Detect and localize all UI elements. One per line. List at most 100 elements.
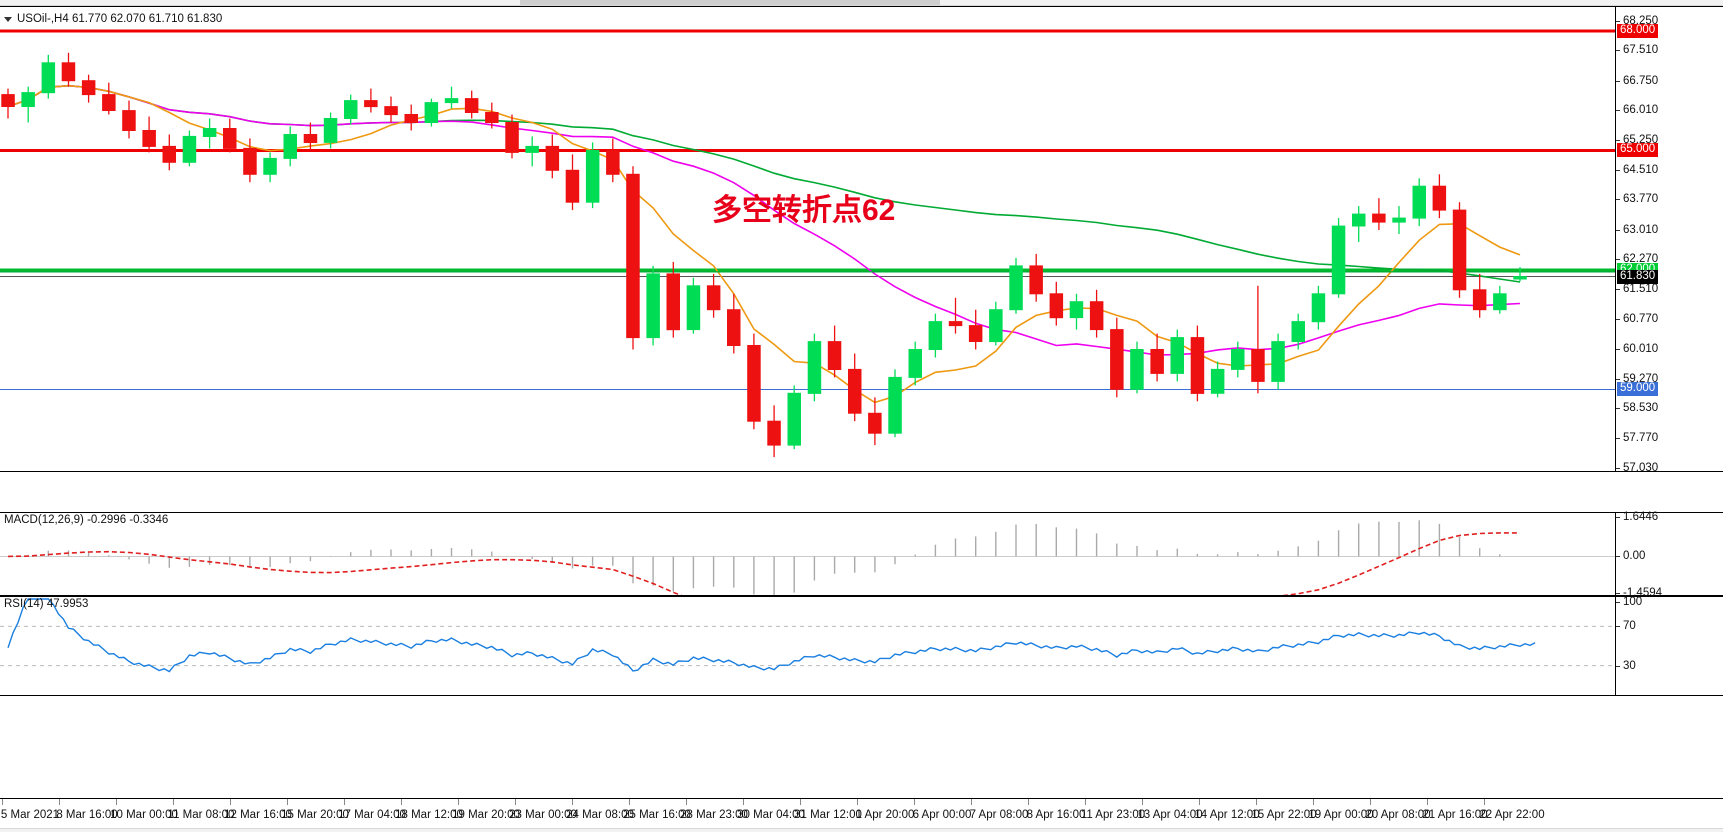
time-axis-separator [115, 799, 117, 805]
time-axis-label: 19 Apr 00:00 [1308, 809, 1374, 821]
rsi-pane: RSI(14) 47.9953 100 70 30 [0, 596, 1723, 696]
time-axis-label: 8 Mar 16:00 [56, 809, 118, 821]
price-tick: 64.510 [1616, 164, 1658, 176]
time-axis-separator [1369, 799, 1371, 805]
time-axis[interactable]: 5 Mar 2021 8 Mar 16:00 10 Mar 00:00 11 Mar … [0, 798, 1723, 832]
price-tick: 66.010 [1616, 104, 1658, 116]
time-axis-label: 8 Apr 16:00 [1026, 809, 1086, 821]
macd-canvas [0, 520, 1615, 595]
time-axis-separator [685, 799, 687, 805]
time-axis-separator [58, 799, 60, 805]
time-axis-label: 12 Mar 16:00 [224, 809, 292, 821]
time-axis-label: 7 Apr 08:00 [969, 809, 1029, 821]
price-tick: 62.270 [1616, 253, 1658, 265]
rsi-plot[interactable] [0, 597, 1615, 695]
price-tick: 60.770 [1616, 313, 1658, 325]
time-axis-label: 19 Mar 20:00 [452, 809, 520, 821]
rsi-tick: 30 [1616, 660, 1636, 672]
time-axis-separator [856, 799, 858, 805]
time-axis-separator [1027, 799, 1029, 805]
time-axis-separator [628, 799, 630, 805]
price-tick: 57.770 [1616, 432, 1658, 444]
caret-down-icon[interactable] [4, 16, 12, 22]
price-tick: 59.270 [1616, 373, 1658, 385]
price-tick: 67.510 [1616, 44, 1658, 56]
time-axis-separator [286, 799, 288, 805]
time-axis-label: 24 Mar 08:00 [566, 809, 634, 821]
time-axis-label: 18 Mar 12:00 [395, 809, 463, 821]
time-axis-label: 17 Mar 04:00 [338, 809, 406, 821]
time-axis-label: 15 Apr 22:00 [1251, 809, 1317, 821]
time-axis-separator [1198, 799, 1200, 805]
price-tick: 57.030 [1616, 462, 1658, 474]
price-canvas [0, 29, 1615, 458]
time-axis-separator [970, 799, 972, 805]
price-tick: 58.530 [1616, 402, 1658, 414]
rsi-tick: 100 [1616, 596, 1642, 608]
time-axis-separator [571, 799, 573, 805]
time-axis-label: 25 Mar 16:00 [623, 809, 691, 821]
time-axis-separator [172, 799, 174, 805]
macd-tick: 1.6446 [1616, 511, 1658, 523]
time-axis-label: 23 Mar 00:00 [509, 809, 577, 821]
rsi-tick: 70 [1616, 620, 1636, 632]
time-axis-separator [457, 799, 459, 805]
chart-annotation: 多空转折点62 [712, 194, 896, 227]
time-axis-label: 21 Apr 16:00 [1422, 809, 1488, 821]
time-axis-separator [229, 799, 231, 805]
time-axis-separator [913, 799, 915, 805]
time-axis-separator [799, 799, 801, 805]
rsi-label: RSI(14) 47.9953 [4, 598, 89, 610]
time-axis-separator [1084, 799, 1086, 805]
time-axis-label: 28 Mar 23:00 [680, 809, 748, 821]
time-axis-separator [1141, 799, 1143, 805]
horizontal-scrollbar[interactable] [0, 0, 1723, 6]
scrollbar-thumb[interactable] [520, 0, 940, 5]
time-axis-separator [1255, 799, 1257, 805]
macd-tick: 0.00 [1616, 550, 1645, 562]
time-axis-label: 6 Apr 00:00 [912, 809, 972, 821]
price-level-badge[interactable]: 65.000 [1617, 143, 1659, 158]
price-tick: 66.750 [1616, 75, 1658, 87]
time-axis-label: 30 Mar 04:00 [737, 809, 805, 821]
price-tick: 61.510 [1616, 283, 1658, 295]
price-axis[interactable]: 68.250 67.510 66.750 66.010 65.250 64.510 63.7… [1615, 7, 1723, 474]
time-axis-label: 14 Apr 12:00 [1194, 809, 1260, 821]
time-axis-separator [1483, 799, 1485, 805]
time-axis-label: 11 Mar 08:00 [167, 809, 235, 821]
macd-label: MACD(12,26,9) -0.2996 -0.3346 [4, 514, 169, 526]
time-axis-label: 15 Mar 20:00 [281, 809, 349, 821]
time-axis-separator [1, 799, 3, 805]
price-plot[interactable] [0, 7, 1615, 471]
price-level-badge[interactable]: 68.000 [1617, 23, 1659, 38]
macd-axis[interactable]: 1.6446 0.00 -1.4594 [1615, 511, 1723, 599]
rsi-axis[interactable]: 100 70 30 [1615, 596, 1723, 695]
price-level-badge[interactable]: 59.000 [1617, 382, 1659, 397]
time-axis-separator [343, 799, 345, 805]
macd-pane: MACD(12,26,9) -0.2996 -0.3346 1.6446 0.00… [0, 511, 1723, 599]
price-tick: 60.010 [1616, 343, 1658, 355]
time-axis-separator [1426, 799, 1428, 805]
time-axis-label: 10 Mar 00:00 [110, 809, 178, 821]
time-axis-label: 11 Apr 23:00 [1080, 809, 1146, 821]
time-axis-separator [400, 799, 402, 805]
price-pane: USOil-,H4 61.770 62.070 61.710 61.830 68… [0, 6, 1723, 474]
time-axis-label: 20 Apr 08:00 [1365, 809, 1431, 821]
time-axis-separator [1312, 799, 1314, 805]
symbol-header: USOil-,H4 61.770 62.070 61.710 61.830 [4, 13, 222, 25]
symbol-header-text: USOil-,H4 61.770 62.070 61.710 61.830 [17, 13, 223, 25]
time-axis-label: 31 Mar 12:00 [794, 809, 862, 821]
price-tick: 63.770 [1616, 193, 1658, 205]
bottom-scrollbar[interactable] [0, 828, 1723, 832]
rsi-canvas [0, 598, 1615, 673]
price-tick: 63.010 [1616, 224, 1658, 236]
time-axis-label: 5 Mar 2021 [0, 809, 60, 821]
time-axis-separator [742, 799, 744, 805]
time-axis-label: 13 Apr 04:00 [1137, 809, 1203, 821]
time-axis-label: 22 Apr 22:00 [1479, 809, 1545, 821]
time-axis-separator [514, 799, 516, 805]
macd-plot[interactable] [0, 513, 1615, 595]
time-axis-label: 1 Apr 20:00 [855, 809, 915, 821]
price-level-badge[interactable]: 61.830 [1617, 269, 1659, 284]
